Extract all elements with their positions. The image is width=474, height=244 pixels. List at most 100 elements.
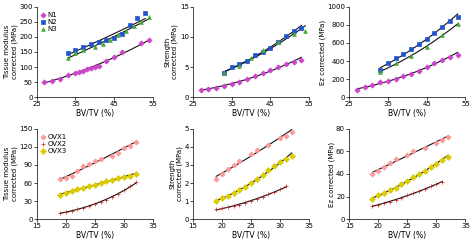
- Point: [361, 85, 368, 89]
- Point: [267, 68, 274, 72]
- Point: [438, 158, 446, 162]
- Y-axis label: Strength
corrected (MPa): Strength corrected (MPa): [169, 147, 183, 201]
- Point: [85, 184, 93, 188]
- Point: [374, 169, 382, 173]
- Point: [288, 130, 295, 134]
- Point: [259, 71, 266, 75]
- Point: [72, 51, 79, 55]
- Point: [444, 135, 452, 139]
- X-axis label: BV/TV (%): BV/TV (%): [76, 109, 114, 118]
- Y-axis label: Tissue modulus
corrected (MPa): Tissue modulus corrected (MPa): [4, 147, 18, 201]
- Point: [205, 87, 212, 91]
- Point: [109, 154, 116, 158]
- Point: [271, 190, 278, 194]
- Point: [274, 40, 282, 44]
- Point: [433, 162, 440, 166]
- Point: [114, 176, 122, 180]
- Point: [56, 77, 64, 81]
- Point: [220, 71, 228, 75]
- Point: [118, 50, 126, 54]
- Point: [236, 80, 243, 83]
- Point: [276, 160, 284, 164]
- Point: [218, 196, 226, 200]
- Point: [95, 64, 102, 68]
- Point: [120, 146, 128, 150]
- Point: [243, 77, 251, 81]
- Point: [251, 74, 259, 78]
- Point: [384, 61, 392, 65]
- Point: [132, 172, 139, 176]
- Point: [407, 47, 415, 51]
- Point: [97, 181, 104, 185]
- Point: [230, 204, 237, 208]
- Point: [103, 59, 110, 63]
- Point: [398, 182, 405, 186]
- Point: [64, 56, 72, 60]
- Point: [126, 23, 134, 27]
- Point: [236, 203, 243, 207]
- Point: [41, 80, 48, 84]
- Point: [259, 48, 266, 52]
- Point: [56, 211, 64, 215]
- Point: [423, 37, 430, 41]
- Point: [400, 74, 407, 78]
- Point: [421, 169, 428, 173]
- Point: [276, 187, 284, 191]
- Point: [438, 180, 446, 184]
- Point: [392, 61, 400, 65]
- Point: [409, 191, 417, 195]
- Point: [80, 49, 87, 52]
- Point: [91, 202, 99, 206]
- Point: [415, 172, 423, 176]
- Point: [423, 65, 430, 69]
- Point: [87, 66, 95, 70]
- Point: [241, 185, 249, 189]
- Point: [114, 33, 122, 37]
- Point: [132, 140, 139, 144]
- Point: [369, 197, 376, 201]
- Point: [75, 70, 83, 73]
- Point: [91, 65, 99, 69]
- Point: [130, 24, 137, 28]
- Point: [95, 40, 102, 44]
- Point: [85, 204, 93, 208]
- Point: [85, 162, 93, 166]
- Point: [403, 193, 411, 197]
- Point: [271, 164, 278, 168]
- Point: [421, 146, 428, 150]
- Point: [80, 186, 87, 190]
- Point: [253, 148, 261, 152]
- Point: [259, 195, 266, 199]
- Point: [83, 68, 91, 71]
- Point: [132, 180, 139, 184]
- Point: [438, 58, 446, 62]
- Point: [230, 163, 237, 167]
- Point: [91, 159, 99, 163]
- Point: [73, 187, 81, 191]
- Point: [120, 175, 128, 179]
- Point: [97, 157, 104, 161]
- Point: [454, 22, 461, 26]
- Point: [251, 53, 259, 57]
- Point: [218, 206, 226, 210]
- Point: [392, 77, 400, 81]
- Legend: N1, N2, N3: N1, N2, N3: [40, 10, 58, 33]
- Point: [72, 71, 79, 75]
- Point: [247, 181, 255, 185]
- Point: [392, 198, 400, 202]
- Point: [62, 176, 70, 180]
- Point: [454, 15, 461, 19]
- Point: [72, 49, 79, 52]
- Point: [400, 52, 407, 56]
- Point: [243, 59, 251, 63]
- Point: [298, 26, 305, 30]
- Point: [421, 187, 428, 191]
- Point: [126, 184, 134, 188]
- Point: [126, 144, 134, 148]
- Point: [376, 68, 384, 72]
- Point: [80, 164, 87, 168]
- Point: [99, 41, 106, 45]
- Point: [220, 84, 228, 88]
- Y-axis label: Ez corrected (MPa): Ez corrected (MPa): [319, 20, 326, 84]
- Point: [276, 136, 284, 140]
